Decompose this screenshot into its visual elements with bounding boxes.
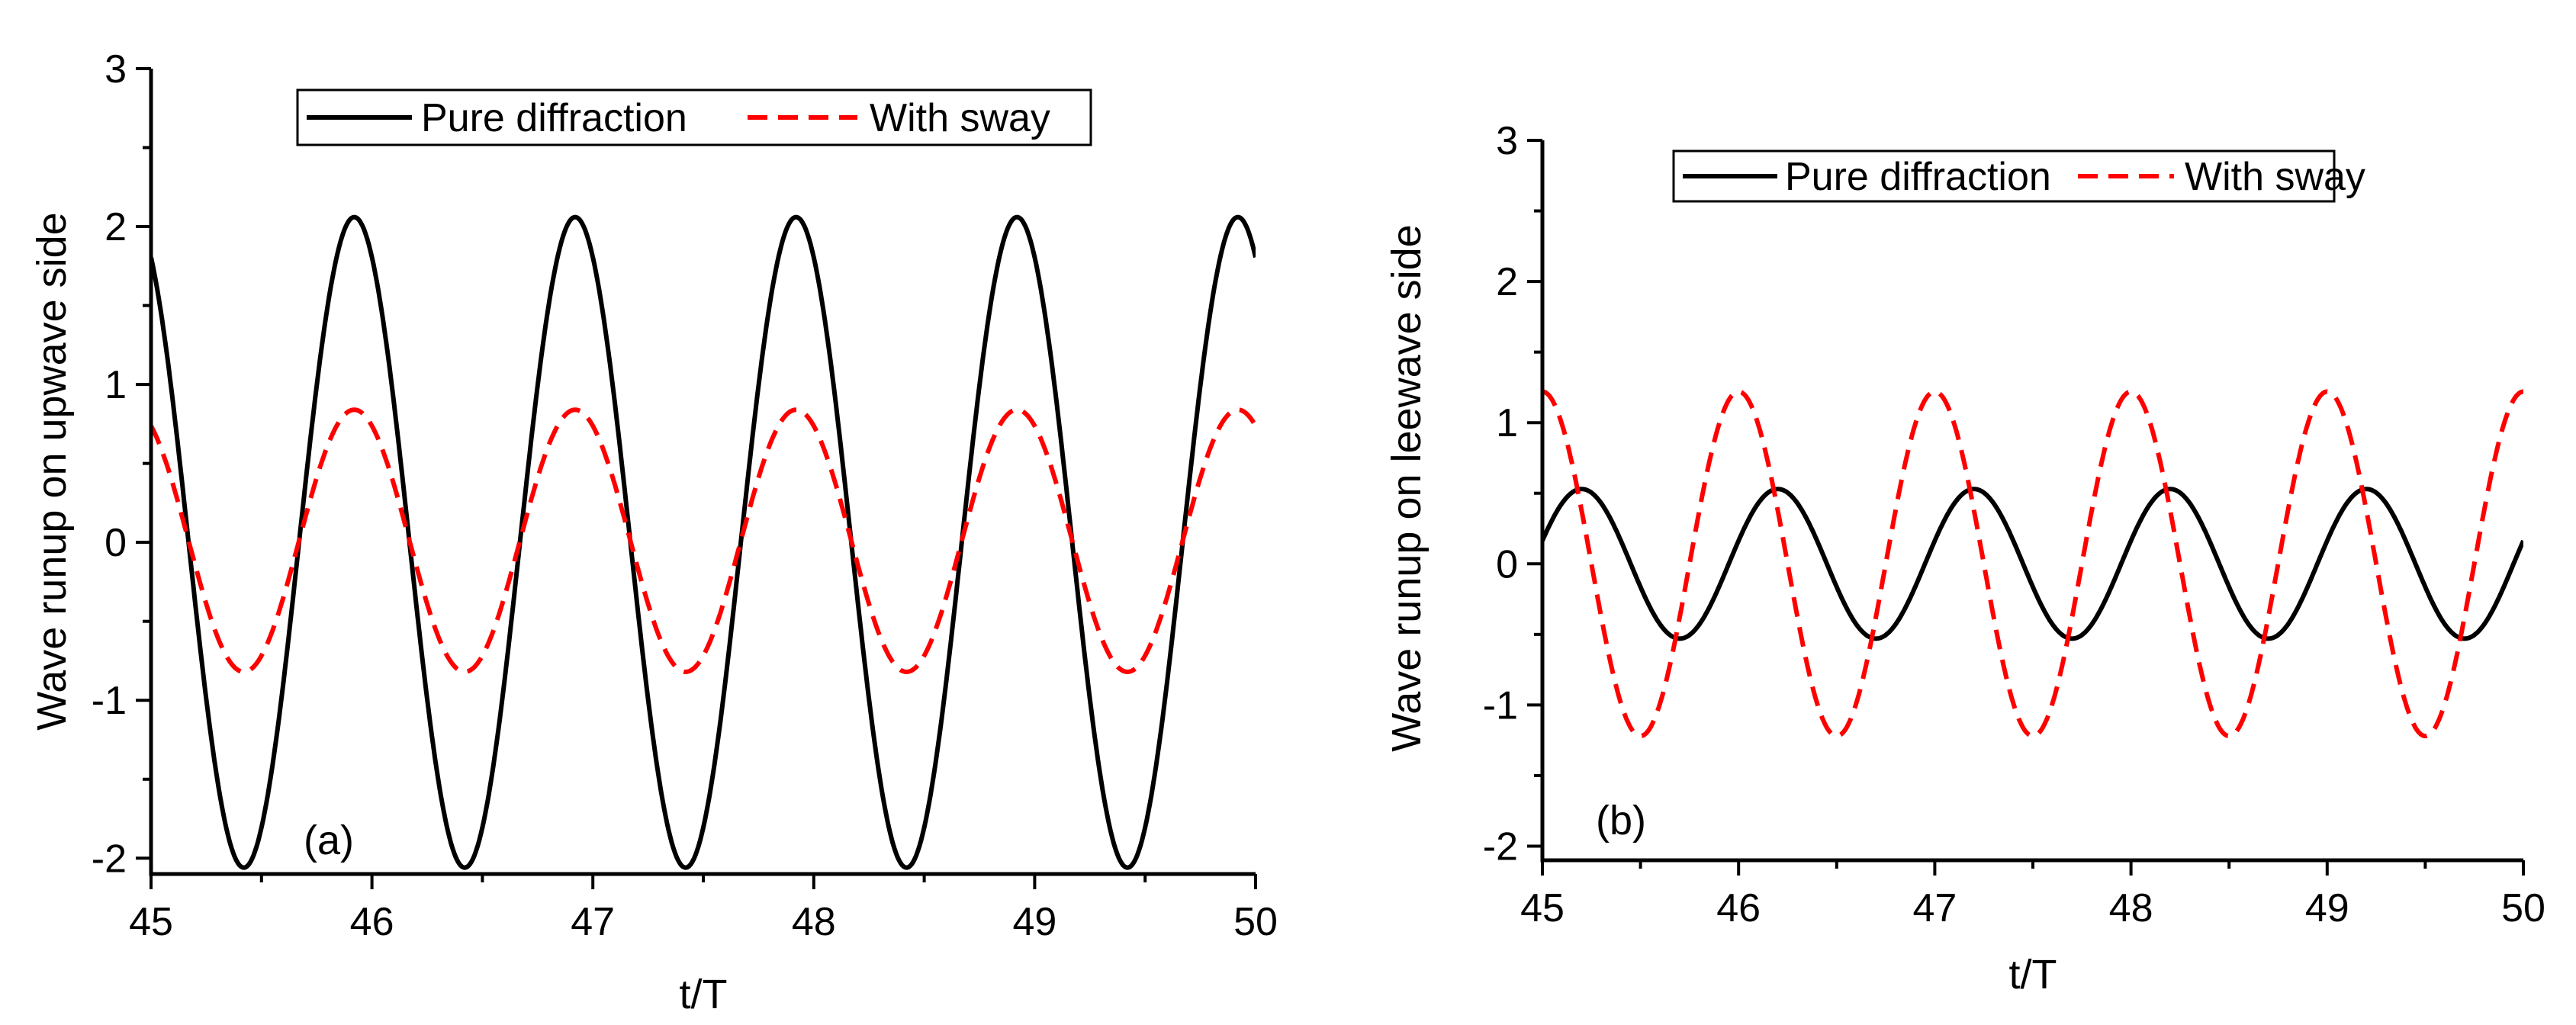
y-tick-labels-a: -2 -1 0 1 2 3: [92, 47, 127, 881]
panel-label-b: (b): [1596, 798, 1646, 843]
series-group-b: [1542, 389, 2523, 739]
x-axis-title-b: t/T: [2009, 952, 2057, 998]
x-tick-label: 49: [1012, 900, 1056, 944]
x-tick-label: 46: [350, 900, 394, 944]
tick-marks-b: [1527, 139, 2525, 876]
x-tick-labels-a: 45 46 47 48 49 50: [129, 900, 1278, 944]
x-tick-label: 47: [571, 900, 615, 944]
y-tick-labels-b: -2 -1 0 1 2 3: [1483, 119, 1518, 869]
x-tick-label: 48: [2109, 886, 2153, 930]
y-tick-label: -2: [1483, 824, 1518, 869]
x-tick-label: 48: [792, 900, 836, 944]
y-tick-label: -2: [92, 837, 127, 881]
chart-panel-b: 45 46 47 48 49 50 -2 -1 0 1 2 3 t/T Wave runup on …: [1384, 119, 2545, 998]
chart-panel-a: 45 46 47 48 49 50 -2 -1 0 1 2 3 t/T Wave runup on …: [29, 47, 1278, 1017]
series-group-a: [151, 214, 1256, 870]
legend-label-b-0: Pure diffraction: [1785, 155, 2051, 199]
x-tick-label: 49: [2305, 886, 2349, 930]
y-tick-label: 0: [1496, 542, 1518, 586]
series-a-pure-diffraction: [151, 214, 1256, 870]
series-a-with-sway: [151, 407, 1256, 675]
y-tick-label: 1: [105, 363, 127, 407]
x-axis-title-a: t/T: [680, 972, 728, 1017]
legend-label-a-0: Pure diffraction: [421, 96, 687, 140]
x-tick-label: 50: [1233, 900, 1278, 944]
legend-box-a: [296, 88, 1092, 146]
x-tick-label: 45: [129, 900, 173, 944]
legend-box-b: [1672, 149, 2336, 203]
y-tick-label: 2: [1496, 260, 1518, 304]
x-tick-label: 46: [1716, 886, 1761, 930]
series-b-pure-diffraction: [1542, 487, 2523, 641]
y-tick-label: 1: [1496, 401, 1518, 445]
x-tick-label: 50: [2501, 886, 2545, 930]
legend-a: Pure diffraction With sway: [296, 88, 1092, 146]
series-b-with-sway: [1542, 389, 2523, 739]
axes-a: [149, 69, 1256, 876]
x-tick-label: 47: [1912, 886, 1957, 930]
panel-label-a: (a): [304, 818, 354, 863]
y-tick-label: 3: [105, 47, 127, 92]
x-tick-label: 45: [1520, 886, 1565, 930]
legend-label-b-1: With sway: [2185, 155, 2365, 199]
legend-b: Pure diffraction With sway: [1672, 149, 2365, 203]
legend-label-a-1: With sway: [870, 96, 1050, 140]
y-tick-label: -1: [92, 679, 127, 723]
y-tick-label: 2: [105, 205, 127, 249]
y-axis-title-a: Wave runup on upwave side: [29, 212, 75, 730]
x-tick-labels-b: 45 46 47 48 49 50: [1520, 886, 2545, 930]
y-axis-title-b: Wave runup on leewave side: [1384, 224, 1430, 751]
y-tick-label: -1: [1483, 683, 1518, 728]
y-tick-label: 3: [1496, 119, 1518, 163]
y-tick-label: 0: [105, 521, 127, 565]
axes-b: [1540, 140, 2523, 863]
